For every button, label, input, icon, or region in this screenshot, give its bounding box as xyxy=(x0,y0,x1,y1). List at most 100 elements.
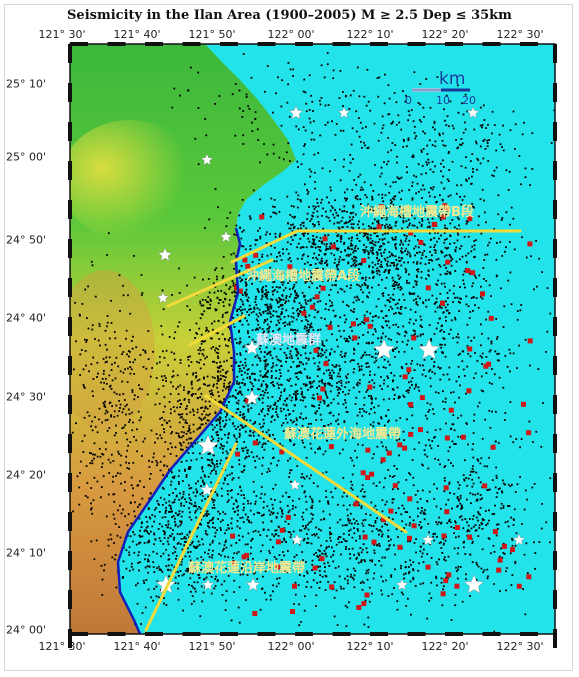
earthquake-dot xyxy=(458,375,460,378)
earthquake-dot xyxy=(361,127,364,130)
earthquake-dot xyxy=(397,268,399,271)
earthquake-dot xyxy=(339,388,342,391)
earthquake-dot xyxy=(330,205,333,208)
earthquake-dot xyxy=(211,539,214,542)
earthquake-dot xyxy=(404,561,407,563)
earthquake-dot xyxy=(352,223,355,225)
earthquake-dot xyxy=(441,604,444,607)
earthquake-dot xyxy=(194,495,197,497)
earthquake-dot xyxy=(181,574,184,577)
earthquake-dot xyxy=(437,366,440,369)
earthquake-dot xyxy=(237,383,240,386)
earthquake-dot xyxy=(292,541,295,544)
earthquake-dot xyxy=(416,251,419,254)
earthquake-dot xyxy=(173,337,176,340)
earthquake-dot xyxy=(495,477,498,479)
earthquake-dot xyxy=(471,285,474,288)
earthquake-dot xyxy=(227,338,230,341)
earthquake-dot xyxy=(377,298,380,300)
earthquake-dot xyxy=(384,183,387,186)
earthquake-dot xyxy=(420,276,423,279)
earthquake-dot xyxy=(387,421,389,423)
earthquake-dot xyxy=(423,188,426,191)
earthquake-dot xyxy=(402,217,405,219)
earthquake-dot xyxy=(238,459,241,461)
earthquake-dot xyxy=(502,507,505,509)
earthquake-dot xyxy=(421,254,424,256)
earthquake-dot xyxy=(358,369,361,372)
earthquake-dot xyxy=(406,145,408,148)
earthquake-dot xyxy=(511,537,513,540)
earthquake-dot xyxy=(424,509,426,511)
earthquake-dot xyxy=(306,427,309,430)
earthquake-dot xyxy=(415,284,418,286)
earthquake-dot xyxy=(310,512,313,515)
earthquake-dot xyxy=(327,561,329,564)
earthquake-dot xyxy=(434,391,437,394)
earthquake-dot xyxy=(217,437,220,440)
earthquake-dot xyxy=(260,409,263,412)
earthquake-dot xyxy=(198,352,201,355)
earthquake-dot xyxy=(207,296,210,298)
earthquake-dot xyxy=(336,234,339,237)
earthquake-dot xyxy=(305,335,308,338)
earthquake-dot xyxy=(194,510,197,512)
earthquake-dot xyxy=(266,294,268,296)
earthquake-dot xyxy=(285,248,288,251)
earthquake-dot xyxy=(504,521,507,524)
earthquake-dot xyxy=(304,352,307,355)
earthquake-dot xyxy=(303,446,306,449)
earthquake-dot xyxy=(414,235,416,237)
earthquake-dot xyxy=(456,341,459,344)
earthquake-dot xyxy=(400,366,403,368)
earthquake-dot xyxy=(433,372,436,375)
earthquake-dot xyxy=(448,151,450,153)
earthquake-dot xyxy=(393,465,396,467)
earthquake-dot xyxy=(236,447,239,450)
earthquake-dot xyxy=(291,239,294,241)
earthquake-dot xyxy=(430,581,433,584)
earthquake-dot xyxy=(160,437,163,439)
earthquake-dot xyxy=(352,436,355,439)
earthquake-dot xyxy=(246,372,249,375)
earthquake-dot xyxy=(479,494,482,496)
earthquake-dot xyxy=(301,395,304,398)
earthquake-dot xyxy=(369,109,372,112)
earthquake-dot xyxy=(266,303,268,306)
earthquake-dot xyxy=(408,189,411,191)
earthquake-dot xyxy=(418,524,421,526)
earthquake-dot xyxy=(330,189,332,192)
earthquake-dot xyxy=(389,206,392,208)
earthquake-dot xyxy=(351,473,354,476)
earthquake-dot xyxy=(223,544,226,547)
earthquake-dot xyxy=(170,535,172,538)
earthquake-dot xyxy=(305,344,307,347)
earthquake-dot xyxy=(278,369,281,371)
earthquake-dot xyxy=(267,467,270,470)
earthquake-dot xyxy=(305,561,307,563)
earthquake-dot xyxy=(448,289,451,292)
earthquake-dot xyxy=(277,387,280,389)
earthquake-dot xyxy=(444,285,446,288)
earthquake-dot xyxy=(499,143,502,146)
earthquake-dot xyxy=(387,535,389,538)
earthquake-dot xyxy=(291,287,294,290)
earthquake-dot xyxy=(205,413,208,416)
earthquake-dot xyxy=(342,448,344,451)
earthquake-dot xyxy=(292,286,295,288)
earthquake-dot xyxy=(216,463,218,465)
earthquake-dot xyxy=(262,311,265,313)
earthquake-dot xyxy=(407,139,410,142)
earthquake-dot xyxy=(428,274,430,277)
earthquake-dot xyxy=(346,514,349,517)
earthquake-dot xyxy=(385,218,388,221)
earthquake-dot xyxy=(148,466,151,468)
earthquake-dot xyxy=(270,462,272,465)
earthquake-dot xyxy=(379,545,381,547)
earthquake-dot xyxy=(519,309,522,312)
earthquake-dot xyxy=(215,431,218,434)
earthquake-dot xyxy=(416,280,418,283)
earthquake-dot xyxy=(309,324,312,326)
earthquake-dot xyxy=(498,359,500,362)
earthquake-dot xyxy=(154,441,156,444)
